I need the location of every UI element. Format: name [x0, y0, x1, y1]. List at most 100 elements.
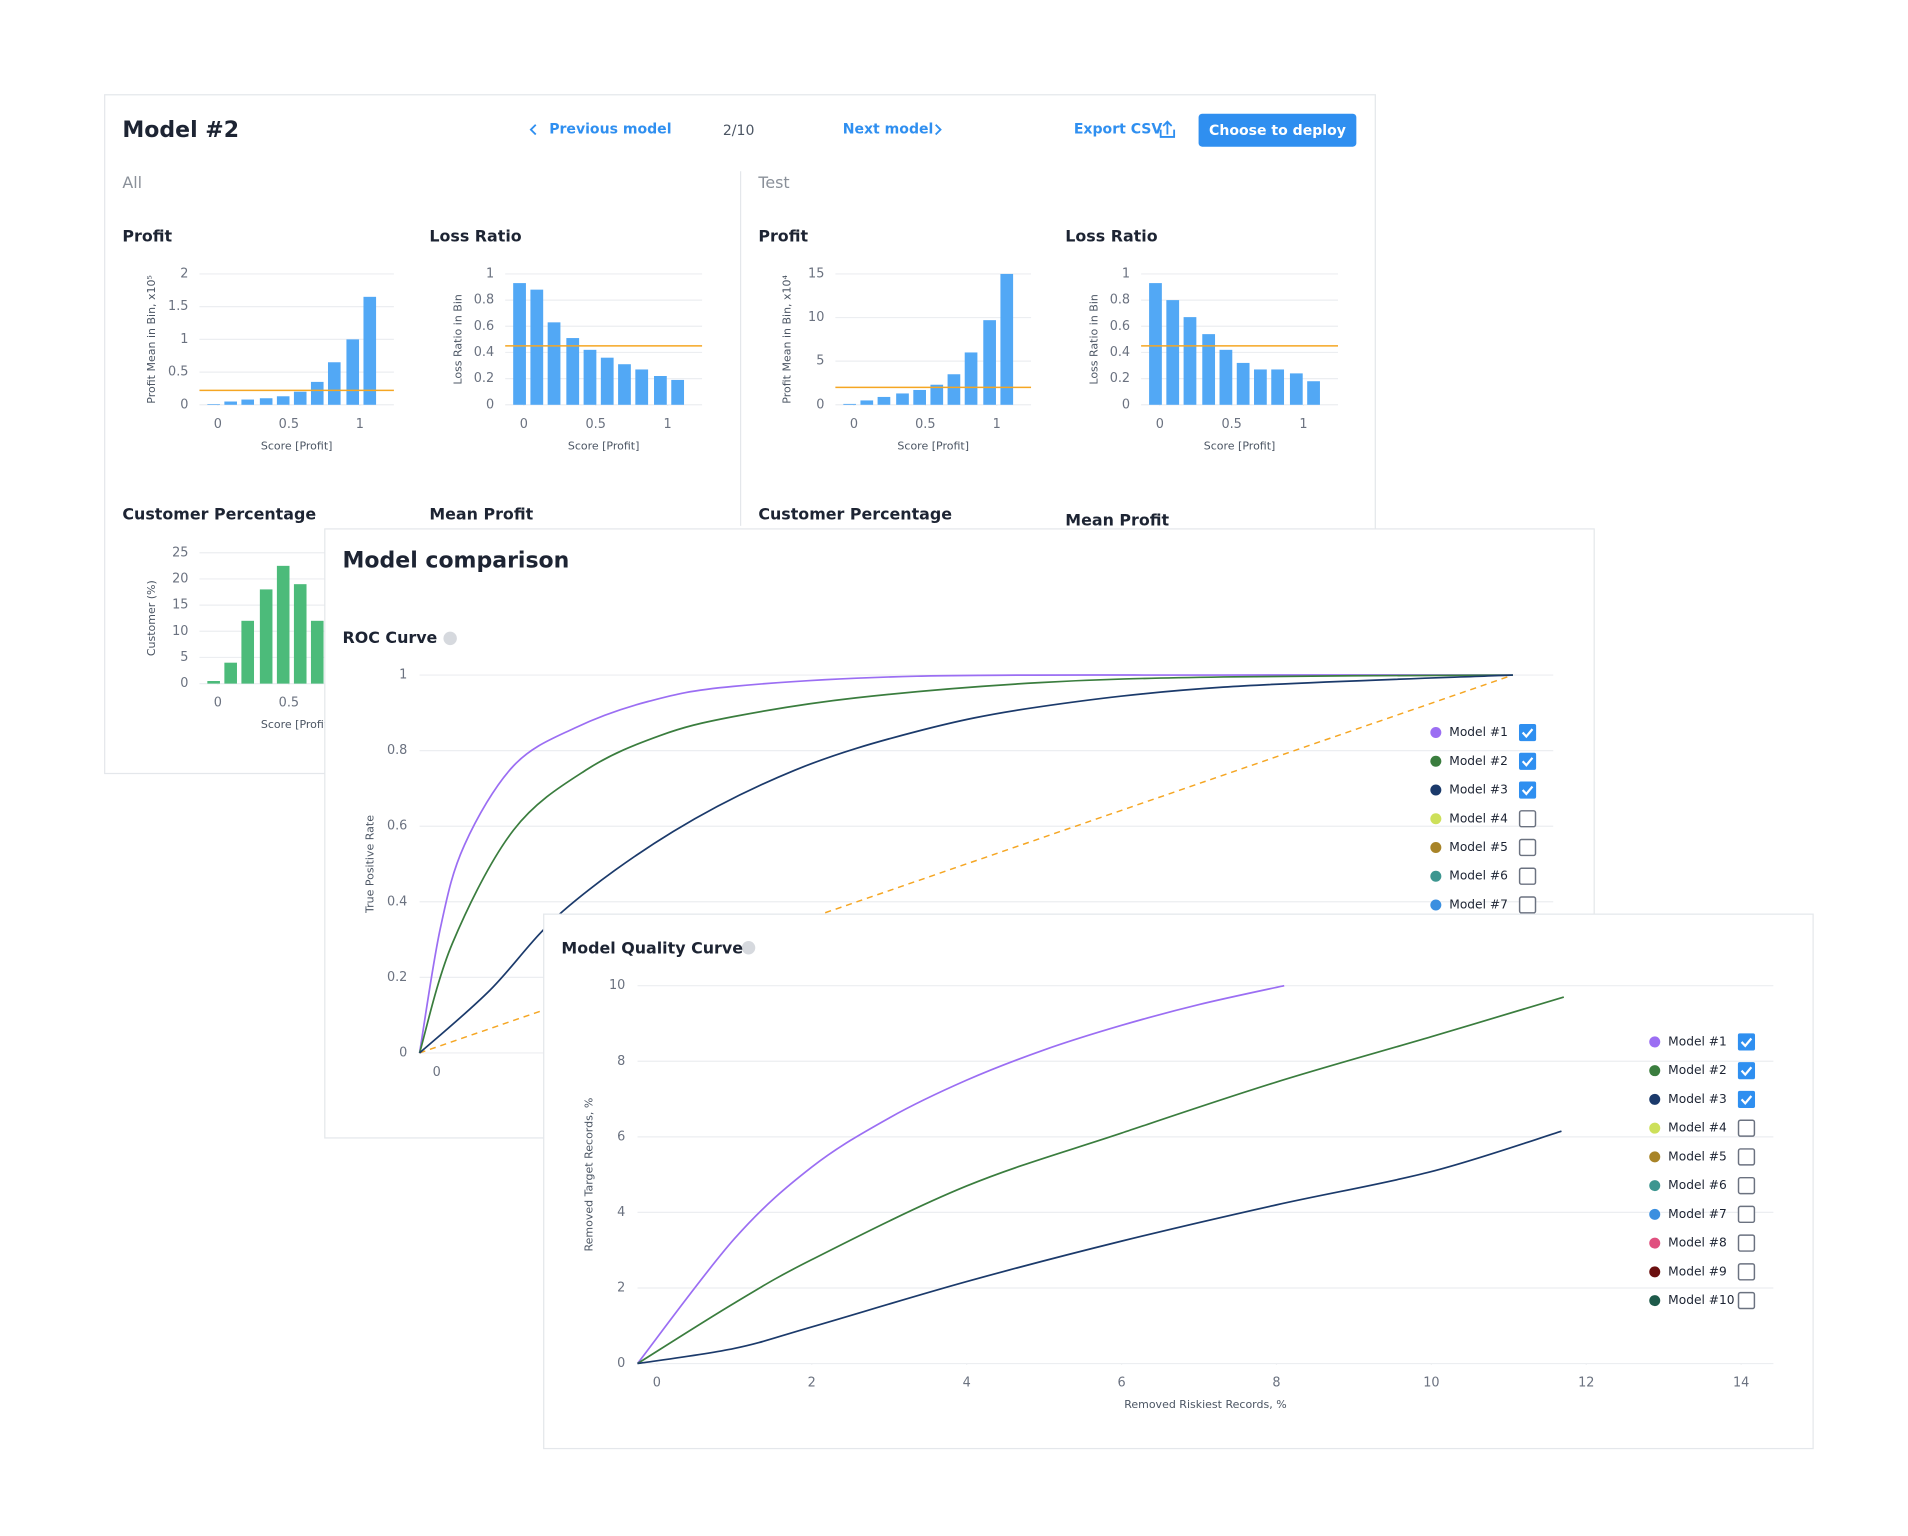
model-title: Model #2 — [122, 118, 239, 143]
bar — [930, 384, 944, 405]
chart-title: Customer Percentage — [758, 504, 952, 523]
legend-dot — [1649, 1151, 1661, 1163]
bar — [913, 389, 926, 405]
checkbox[interactable] — [1737, 1234, 1756, 1252]
export-icon[interactable] — [1159, 120, 1176, 138]
legend-label[interactable]: Model #2 — [1449, 754, 1508, 768]
checkbox[interactable] — [1518, 867, 1537, 885]
next-link[interactable]: Next model — [843, 122, 934, 138]
legend-label[interactable]: Model #7 — [1449, 897, 1508, 911]
y-tick-label: 8 — [617, 1054, 625, 1069]
bar — [983, 320, 996, 405]
export-link[interactable]: Export CSV — [1074, 122, 1163, 138]
legend-label[interactable]: Model #8 — [1668, 1236, 1727, 1250]
checkbox[interactable] — [1737, 1119, 1756, 1137]
baseline — [419, 674, 1514, 1054]
checkmark[interactable] — [1740, 1037, 1753, 1048]
x-tick-label: 0 — [214, 417, 222, 432]
y-axis-label: True Positive Rate — [364, 815, 377, 914]
chart-title: Mean Profit — [1065, 510, 1169, 529]
bar — [293, 584, 307, 684]
bar — [310, 381, 324, 405]
checkbox[interactable] — [1737, 1148, 1756, 1166]
bar — [276, 565, 290, 684]
info-icon[interactable] — [443, 631, 457, 646]
next-icon[interactable] — [935, 124, 942, 136]
checkbox-checked[interactable] — [1518, 723, 1537, 742]
legend-dot — [1649, 1122, 1661, 1134]
legend-label[interactable]: Model #4 — [1449, 811, 1508, 825]
checkbox-checked[interactable] — [1737, 1090, 1756, 1108]
deploy-label[interactable]: Choose to deploy — [1209, 123, 1346, 139]
legend-label[interactable]: Model #3 — [1668, 1092, 1727, 1106]
bar — [547, 322, 561, 405]
legend-label[interactable]: Model #5 — [1668, 1149, 1727, 1163]
checkbox[interactable] — [1518, 838, 1537, 857]
bar — [600, 357, 614, 405]
bar — [327, 362, 341, 405]
legend-label[interactable]: Model #5 — [1449, 840, 1508, 854]
bar — [1202, 334, 1216, 405]
checkmark[interactable] — [1521, 728, 1534, 739]
prev-icon[interactable] — [529, 124, 537, 136]
checkbox[interactable] — [1737, 1176, 1756, 1195]
x-tick-label: 0 — [850, 417, 858, 432]
legend-label[interactable]: Model #6 — [1668, 1178, 1727, 1192]
checkbox[interactable] — [1737, 1263, 1756, 1281]
checkmark[interactable] — [1740, 1066, 1753, 1077]
series-line — [637, 996, 1565, 1365]
quality-panel: Model Quality Curve 0 2 4 6 8 10 0 2 4 6 8 10 12 14 Rem… — [543, 913, 1814, 1450]
series-line — [419, 674, 1513, 1054]
deploy-button[interactable] — [1198, 113, 1357, 147]
bar — [207, 681, 220, 684]
checkbox[interactable] — [1518, 896, 1537, 914]
checkmark[interactable] — [1740, 1095, 1753, 1105]
legend-label[interactable]: Model #1 — [1668, 1034, 1727, 1048]
y-tick-label: 1 — [1122, 266, 1130, 281]
legend-label[interactable]: Model #3 — [1449, 783, 1508, 797]
bar — [1000, 273, 1014, 405]
checkmark[interactable] — [1521, 785, 1534, 796]
bar — [1166, 300, 1180, 405]
bar — [583, 349, 597, 405]
bar — [363, 296, 377, 405]
y-tick-label: 5 — [180, 650, 188, 665]
checkbox-checked[interactable] — [1518, 781, 1537, 799]
y-tick-label: 2 — [180, 266, 188, 281]
bar — [293, 391, 307, 405]
x-tick-label: 14 — [1733, 1376, 1749, 1391]
legend-label[interactable]: Model #9 — [1668, 1264, 1727, 1278]
checkbox[interactable] — [1737, 1291, 1756, 1310]
y-tick-label: 0.6 — [1110, 319, 1130, 334]
legend-label[interactable]: Model #4 — [1668, 1121, 1727, 1135]
legend-dot — [1649, 1093, 1661, 1105]
checkbox-checked[interactable] — [1737, 1033, 1756, 1051]
checkbox-checked[interactable] — [1518, 752, 1537, 770]
y-axis-label: Profit Mean in Bin, x10⁴ — [781, 274, 794, 403]
checkbox[interactable] — [1518, 810, 1537, 828]
bar — [896, 393, 909, 405]
prev-link[interactable]: Previous model — [549, 122, 671, 138]
bar — [1307, 381, 1320, 405]
x-tick-label: 1 — [356, 417, 364, 432]
legend-label[interactable]: Model #6 — [1449, 869, 1508, 883]
bar — [207, 404, 220, 405]
bar — [1271, 369, 1285, 405]
legend-label[interactable]: Model #10 — [1668, 1293, 1734, 1307]
x-axis-label: Score [Profit] — [261, 718, 333, 731]
legend-label[interactable]: Model #1 — [1449, 725, 1508, 739]
x-tick-label: 10 — [1423, 1376, 1439, 1391]
checkmark[interactable] — [1521, 757, 1534, 767]
y-tick-label: 0 — [486, 397, 494, 412]
checkbox-checked[interactable] — [1737, 1062, 1756, 1080]
legend-label[interactable]: Model #7 — [1668, 1207, 1727, 1221]
info-icon[interactable] — [741, 941, 756, 955]
y-tick-label: 0.8 — [387, 743, 407, 758]
series-line — [636, 984, 1285, 1365]
y-tick-label: 0.6 — [474, 319, 494, 334]
y-tick-label: 0 — [180, 676, 188, 691]
y-axis-label: Profit Mean in Bin, x10⁵ — [145, 275, 158, 404]
legend-label[interactable]: Model #2 — [1668, 1063, 1727, 1077]
x-tick-label: 4 — [963, 1376, 971, 1391]
checkbox[interactable] — [1737, 1205, 1756, 1224]
